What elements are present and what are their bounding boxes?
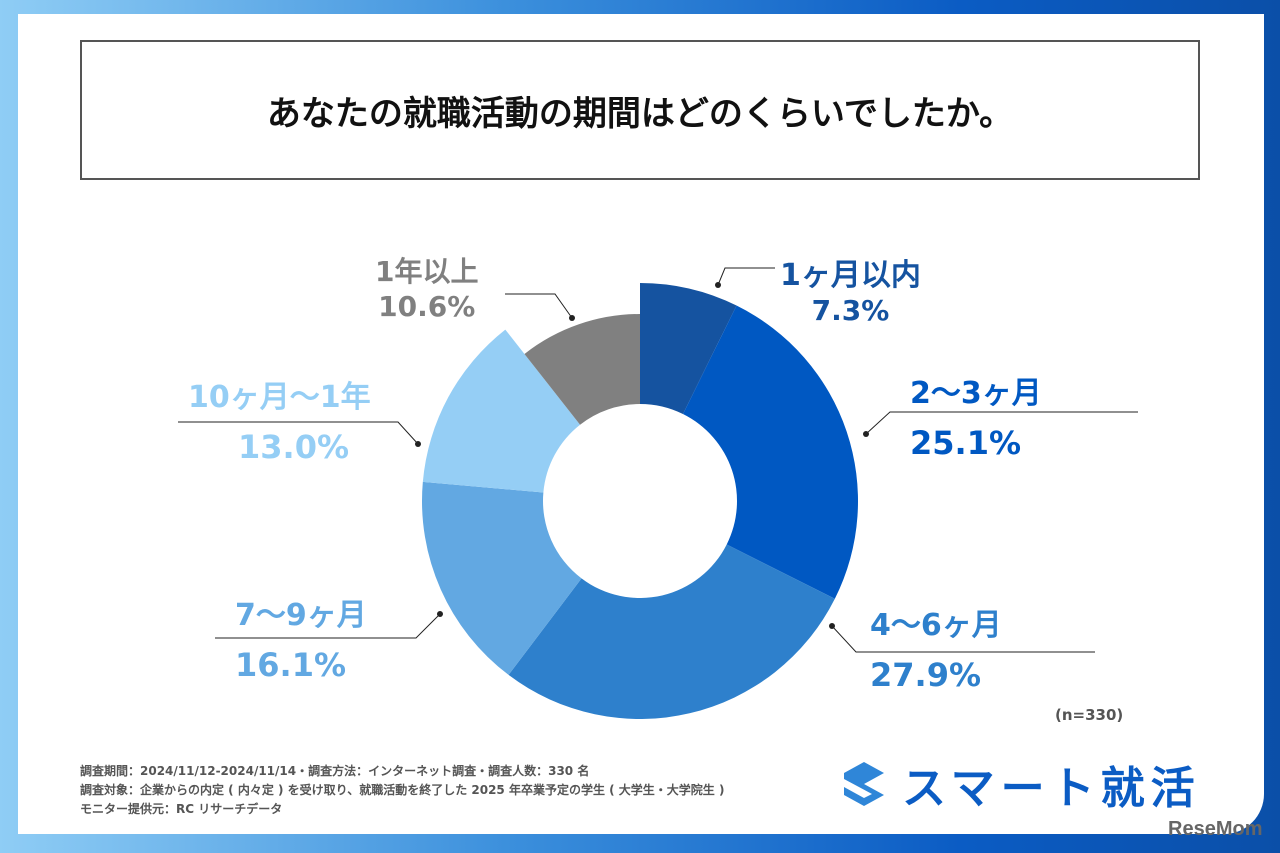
leader-line xyxy=(865,411,1138,435)
leader-dot xyxy=(437,611,443,617)
leader-line xyxy=(717,267,775,286)
leader-dot xyxy=(829,623,835,629)
label-1month: 1ヶ月以内 7.3% xyxy=(780,258,921,327)
label-10months-1year: 10ヶ月〜1年 13.0% xyxy=(188,380,371,466)
leader-dot xyxy=(569,315,575,321)
chart-title: あなたの就職活動の期間はどのくらいでしたか。 xyxy=(266,93,1014,134)
donut-slice xyxy=(422,329,581,493)
note-line: 調査期間：2024/11/12-2024/11/14・調査方法：インターネット調… xyxy=(80,764,590,778)
donut-slice xyxy=(640,283,737,415)
label-2-3months: 2〜3ヶ月 25.1% xyxy=(910,376,1042,462)
leader-line xyxy=(831,625,1095,653)
donut-slice xyxy=(508,544,835,719)
donut-slice xyxy=(421,481,582,675)
label-7-9months: 7〜9ヶ月 16.1% xyxy=(235,598,367,684)
brand-logo: スマート就活 xyxy=(840,752,1201,816)
brand-name: スマート就活 xyxy=(902,763,1201,814)
label-1year-plus: 1年以上 10.6% xyxy=(375,255,479,323)
watermark: ReseMom xyxy=(1168,818,1263,840)
leader-dot xyxy=(715,282,721,288)
sample-size: (n=330) xyxy=(1055,706,1124,724)
leader-line xyxy=(215,613,441,639)
leader-line xyxy=(178,421,419,445)
survey-notes: 調査期間：2024/11/12-2024/11/14・調査方法：インターネット調… xyxy=(80,762,724,819)
note-line: モニター提供元：RC リサーチデータ xyxy=(80,802,283,816)
label-4-6months: 4〜6ヶ月 27.9% xyxy=(870,608,1002,694)
leader-dot xyxy=(863,431,869,437)
brand-mark-icon xyxy=(844,762,884,806)
title-box: あなたの就職活動の期間はどのくらいでしたか。 xyxy=(80,40,1200,180)
note-line: 調査対象：企業からの内定 ( 内々定 ) を受け取り、就職活動を終了した 202… xyxy=(80,783,725,797)
donut-slice xyxy=(682,305,858,599)
leader-dot xyxy=(415,441,421,447)
leader-line xyxy=(505,293,573,319)
donut-slice xyxy=(524,314,640,425)
